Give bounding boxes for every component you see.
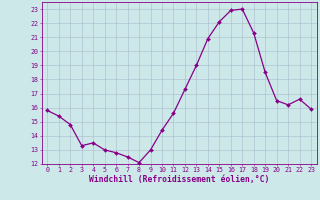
X-axis label: Windchill (Refroidissement éolien,°C): Windchill (Refroidissement éolien,°C) bbox=[89, 175, 269, 184]
